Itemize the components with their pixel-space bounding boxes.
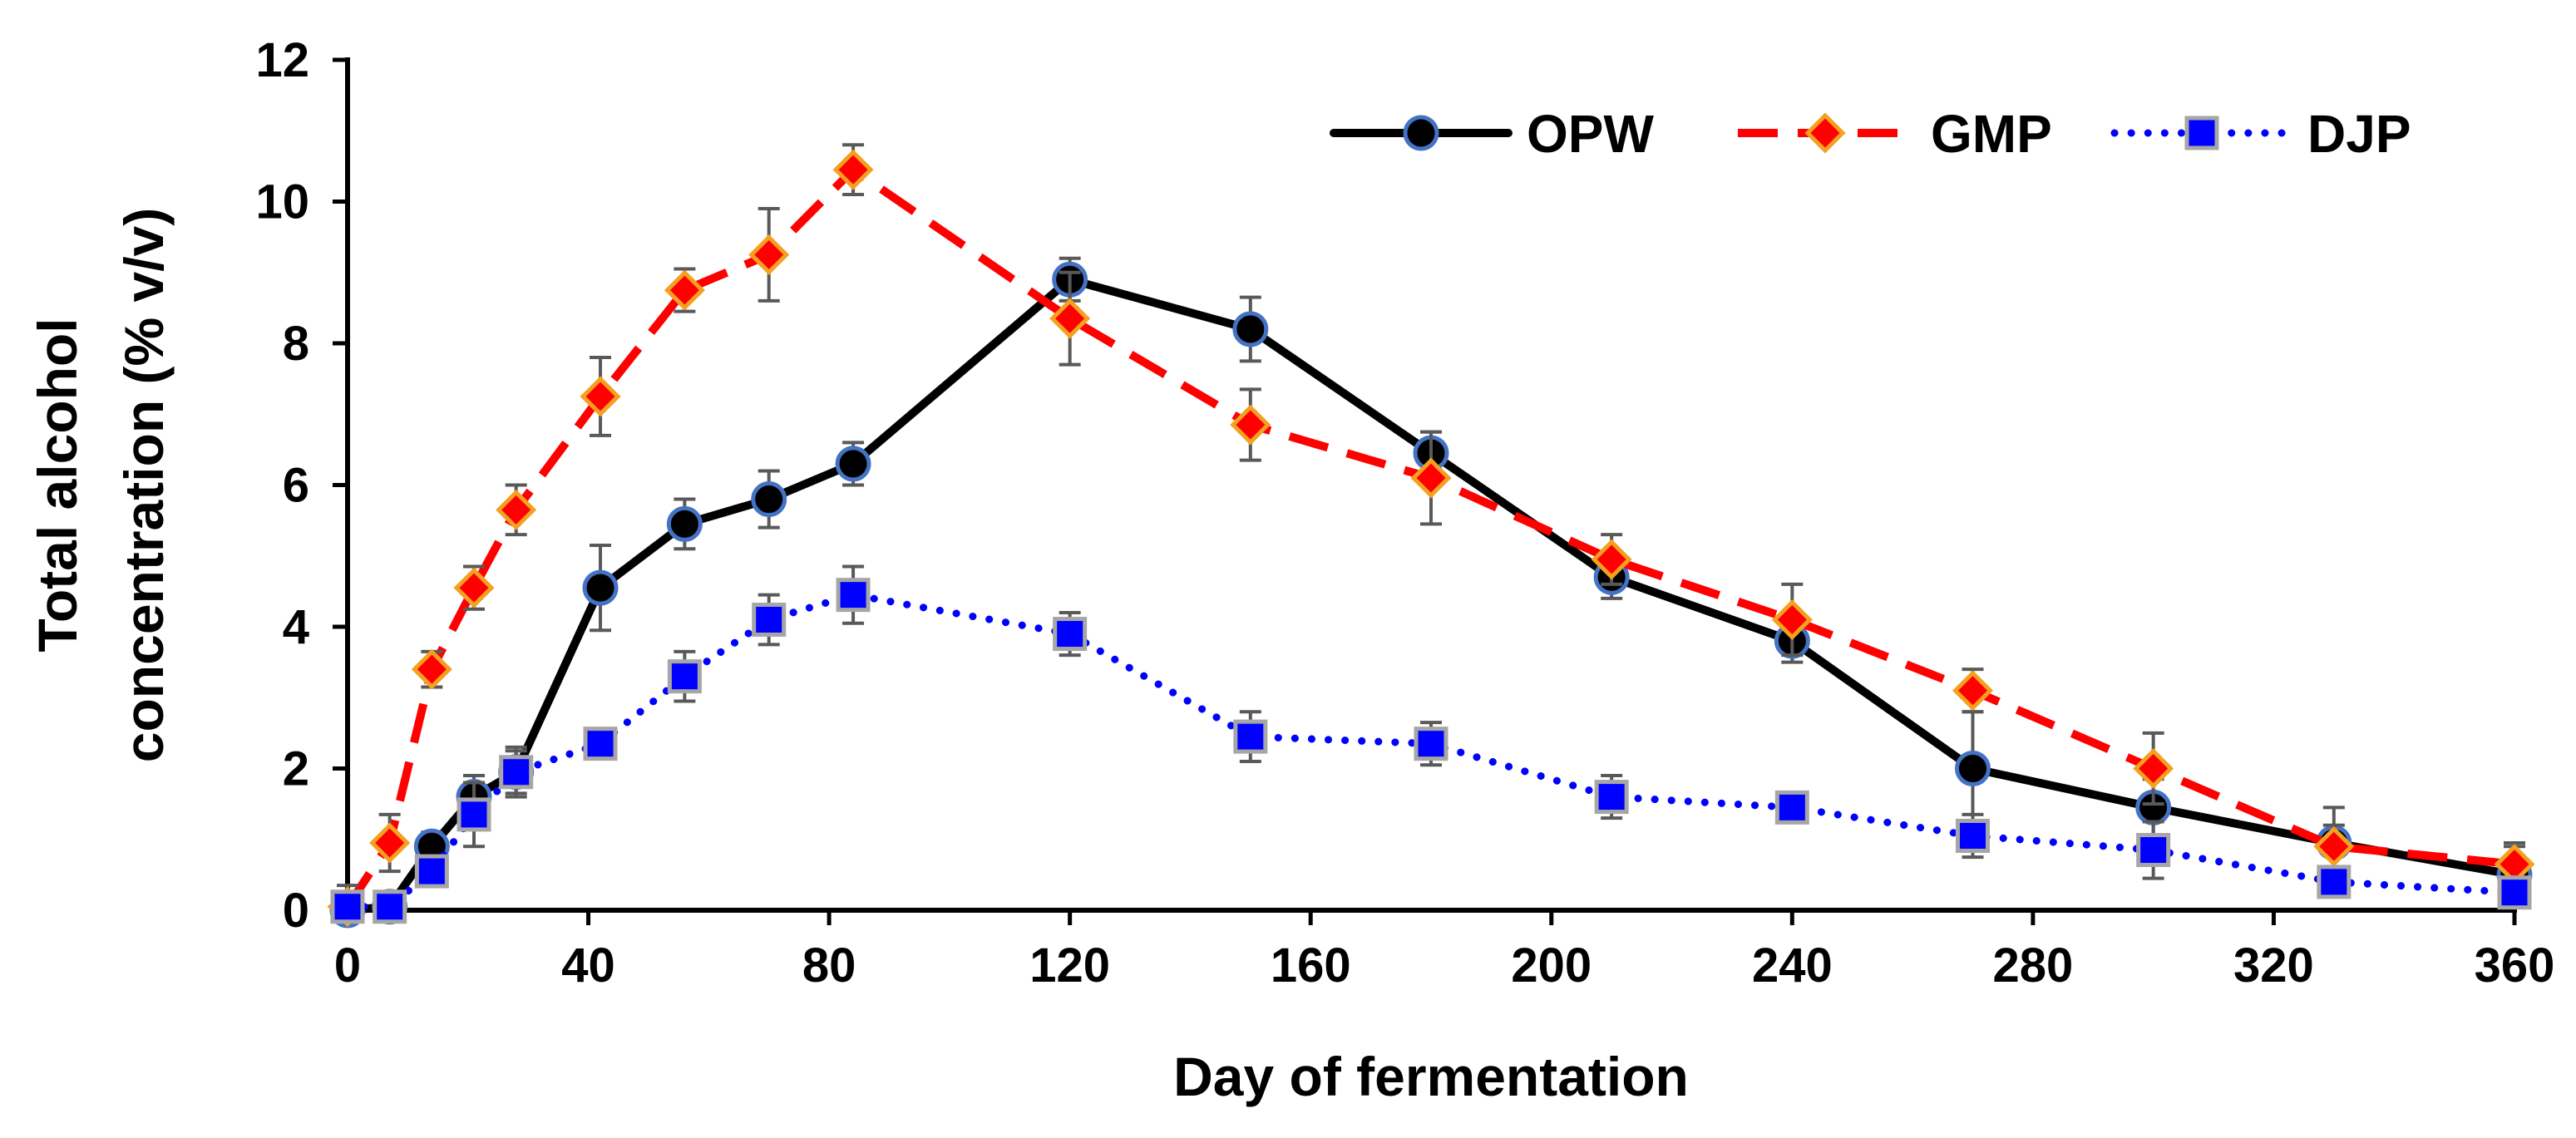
data-point-gmp [580,376,621,417]
data-point-opw [582,569,619,606]
x-tick-label: 160 [1271,938,1351,993]
data-point-djp [2136,833,2171,868]
y-axis-title-line-2: concentration (% v/v) [113,208,175,762]
series-gmp [327,143,2535,928]
y-tick-label: 4 [283,600,309,654]
series-djp [330,564,2532,924]
axis-titles: Day of fermentation Total alcohol concen… [27,208,1689,1107]
x-tick-label: 0 [334,938,361,993]
legend-marker-gmp [1804,112,1846,154]
data-point-gmp [2133,747,2174,790]
y-axis-title-line-1: Total alcohol [27,318,88,652]
y-tick-label: 0 [283,884,309,938]
data-point-djp [373,889,407,924]
data-point-gmp [369,822,411,864]
data-point-djp [1414,727,1448,761]
x-tick-label: 120 [1029,938,1110,993]
series-line-opw [343,275,2519,914]
data-point-gmp [453,567,495,608]
data-point-gmp [1230,404,1271,446]
x-axis-title: Day of fermentation [1173,1046,1689,1107]
ticks: 0 40 80 120 160 200 240 280 320 360 0 2 4 6 8 10 12 [255,33,2554,993]
y-tick-label: 6 [283,459,309,513]
data-point-gmp [1591,539,1632,580]
x-tick-label: 40 [561,938,615,993]
series-opw [329,256,2533,929]
legend-label-gmp: GMP [1931,104,2052,164]
legend-item-djp: DJP [2110,104,2411,164]
x-tick-label: 200 [1511,938,1591,993]
y-tick-label: 10 [255,175,309,229]
data-point-gmp [1410,457,1452,499]
legend-item-gmp: GMP [1738,104,2052,164]
data-point-opw [1232,311,1269,347]
data-point-djp [456,797,491,832]
y-tick-label: 12 [255,33,309,87]
series-group [327,143,2535,929]
data-point-gmp [1771,599,1813,641]
data-point-gmp [411,648,452,690]
x-tick-label: 360 [2475,938,2555,993]
data-point-gmp [496,489,537,530]
legend-marker-opw [1403,115,1439,151]
data-point-djp [1594,780,1629,815]
data-point-opw [835,446,871,482]
legend-label-djp: DJP [2307,104,2411,164]
data-point-djp [752,602,787,637]
data-point-gmp [748,234,790,275]
data-point-opw [1955,751,1991,786]
data-point-djp [667,659,702,694]
x-tick-label: 320 [2233,938,2314,993]
y-tick-label: 2 [283,742,309,796]
x-tick-label: 280 [1992,938,2073,993]
data-point-djp [1233,719,1268,754]
data-point-gmp [1952,670,1994,712]
data-point-djp [1053,617,1088,652]
data-point-djp [330,889,365,924]
legend-marker-djp [2184,116,2219,150]
data-point-djp [1956,818,1990,853]
y-tick-label: 8 [283,317,309,371]
data-point-opw [666,505,703,542]
data-point-gmp [832,149,874,190]
data-point-djp [836,578,871,613]
legend-item-opw: OPW [1330,104,1654,164]
data-point-gmp [664,269,705,311]
data-point-opw [751,481,787,518]
data-point-djp [499,755,534,790]
data-point-djp [2317,865,2351,899]
series-line-gmp [343,165,2515,909]
legend: OPW GMP DJP [1330,104,2411,164]
data-point-djp [1774,790,1809,825]
data-point-gmp [1049,298,1091,339]
x-tick-label: 80 [802,938,856,993]
series-line-djp [343,591,2519,911]
data-point-djp [414,854,449,889]
x-tick-label: 240 [1752,938,1833,993]
legend-label-opw: OPW [1527,104,1654,164]
data-point-djp [2497,875,2532,910]
data-point-djp [583,727,618,761]
data-point-gmp [2313,825,2355,867]
